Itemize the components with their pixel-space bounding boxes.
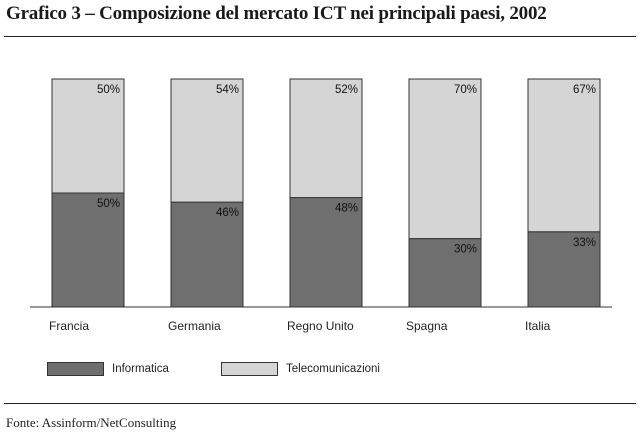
data-label-telecomunicazioni-4: 67% — [573, 84, 596, 96]
bar-telecomunicazioni-0 — [51, 78, 125, 194]
footer-divider — [4, 403, 636, 404]
title-divider — [4, 36, 636, 37]
labels-group: 50% 50% Francia 46% 54% Germania 48% 52% Regno U… — [49, 84, 596, 333]
category-label-3: Spagna — [406, 319, 448, 333]
bar-informatica-0 — [51, 192, 125, 308]
data-label-telecomunicazioni-3: 70% — [454, 84, 477, 96]
data-label-informatica-1: 46% — [216, 207, 239, 219]
data-label-informatica-0: 50% — [97, 198, 120, 210]
source-note: Fonte: Assinform/NetConsulting — [6, 415, 177, 430]
legend-label-telecomunicazioni: Telecomunicazioni — [286, 363, 380, 375]
bar-telecomunicazioni-1 — [170, 78, 244, 203]
category-label-2: Regno Unito — [287, 319, 354, 333]
bar-telecomunicazioni-3 — [408, 78, 482, 240]
legend-item-telecomunicazioni: Telecomunicazioni — [221, 360, 380, 378]
legend-swatch-telecomunicazioni — [221, 362, 278, 376]
bars-group — [51, 78, 601, 308]
legend-label-informatica: Informatica — [112, 363, 169, 375]
bar-telecomunicazioni-2 — [289, 78, 363, 199]
data-label-telecomunicazioni-0: 50% — [97, 84, 120, 96]
bar-informatica-2 — [289, 197, 363, 308]
category-label-0: Francia — [49, 319, 89, 333]
category-label-4: Italia — [525, 319, 551, 333]
data-label-informatica-4: 33% — [573, 237, 596, 249]
data-label-informatica-3: 30% — [454, 244, 477, 256]
data-label-informatica-2: 48% — [335, 203, 358, 215]
legend-item-informatica: Informatica — [47, 360, 169, 378]
chart-title: Grafico 3 – Composizione del mercato ICT… — [6, 3, 547, 24]
bar-telecomunicazioni-4 — [527, 78, 601, 233]
legend-swatch-informatica — [47, 362, 104, 376]
category-label-1: Germania — [168, 319, 221, 333]
data-label-telecomunicazioni-1: 54% — [216, 84, 239, 96]
bar-informatica-3 — [408, 238, 482, 308]
bar-informatica-1 — [170, 201, 244, 308]
data-label-telecomunicazioni-2: 52% — [335, 84, 358, 96]
